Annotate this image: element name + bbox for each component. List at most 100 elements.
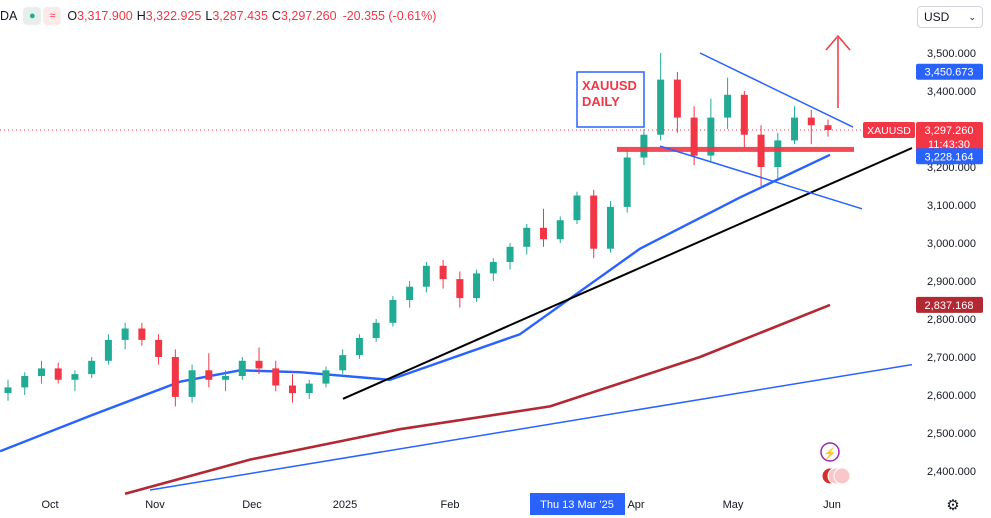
currency-value: USD — [924, 10, 950, 24]
moving-average-line — [0, 153, 831, 453]
lightning-icon: ⚡ — [823, 447, 837, 460]
y-tick-label: 3,100.000 — [927, 200, 976, 212]
moving-average-line — [124, 303, 831, 496]
chevron-down-icon: ⌄ — [968, 11, 976, 22]
price-label-bg — [916, 148, 983, 165]
candle-body — [322, 370, 330, 384]
candle-body — [339, 355, 347, 371]
candle-body — [690, 117, 698, 156]
candle-body — [606, 206, 614, 249]
candle-body — [205, 370, 213, 380]
price-label-bg — [916, 296, 983, 313]
candle-body — [121, 328, 129, 340]
candle-body — [406, 286, 414, 300]
candle-body — [54, 368, 62, 380]
candle-body — [740, 94, 748, 135]
candle-body — [155, 339, 163, 357]
candle-body — [272, 368, 280, 386]
candle-body — [305, 383, 313, 394]
candle-body — [389, 300, 397, 323]
settings-gear-icon[interactable]: ⚙ — [946, 497, 960, 514]
candle-body — [88, 360, 96, 375]
candle-body — [138, 328, 146, 340]
low-value: 3,287.435 — [212, 9, 268, 23]
candle-body — [506, 246, 514, 262]
x-tick-label: Dec — [242, 499, 262, 511]
ohlc-header: DA ● ≈ O 3,317.900 H 3,322.925 L 3,287.435 … — [0, 4, 436, 28]
candle-body — [573, 195, 581, 221]
x-tick-label: Feb — [441, 499, 460, 511]
candle-body — [724, 94, 732, 118]
candle-body — [4, 387, 12, 394]
arrow-up-icon — [825, 34, 851, 51]
price-label: 3,228.164 — [925, 151, 974, 163]
lightning-icon — [820, 442, 840, 462]
candle-body — [355, 338, 363, 356]
low-label: L — [205, 9, 213, 23]
open-value: 3,317.900 — [77, 9, 133, 23]
x-tick-label: Jun — [823, 499, 841, 511]
candle-body — [37, 368, 45, 376]
y-tick-label: 3,500.000 — [927, 48, 976, 60]
candle-body — [188, 370, 196, 397]
y-tick-label: 2,800.000 — [927, 314, 976, 326]
title-box — [576, 71, 645, 128]
candle-body — [104, 339, 112, 361]
symbol-tag-bg — [863, 122, 915, 139]
candle-body — [288, 385, 296, 394]
symbol-tag: XAUUSD — [867, 125, 911, 137]
candle-body — [171, 357, 179, 397]
wedge-lower-line — [659, 145, 863, 210]
countdown-label: 11:43:30 — [928, 139, 970, 151]
trendline — [149, 363, 913, 491]
candle-body — [824, 125, 832, 131]
y-tick-label: 3,400.000 — [927, 86, 976, 98]
candle-body — [556, 220, 564, 240]
y-tick-label: 2,700.000 — [927, 352, 976, 364]
economic-event-icon — [833, 467, 851, 485]
y-tick-label: 2,400.000 — [927, 466, 976, 478]
open-label: O — [67, 9, 78, 23]
candle-body — [791, 117, 799, 141]
wave-icon[interactable]: ≈ — [43, 7, 62, 25]
candle-body — [707, 117, 715, 156]
candle-body — [774, 140, 782, 167]
symbol-label: DA — [0, 9, 18, 23]
x-tick-label: Nov — [145, 499, 165, 511]
support-zone — [617, 146, 854, 152]
y-tick-label: 2,600.000 — [927, 390, 976, 402]
candle-body — [657, 79, 665, 135]
x-tick-label: May — [723, 499, 744, 511]
crosshair-date-label: Thu 13 Mar '25 — [540, 499, 614, 511]
chart-title-line: XAUUSD — [582, 78, 637, 93]
candle-body — [439, 265, 447, 280]
price-label-bg — [916, 63, 983, 80]
trendline — [342, 147, 913, 400]
currency-select[interactable]: USD ⌄ — [917, 6, 983, 28]
x-tick-label: 2025 — [333, 499, 357, 511]
candle-body — [255, 360, 263, 369]
y-tick-label: 3,000.000 — [927, 238, 976, 250]
price-label: 3,297.260 — [925, 125, 974, 137]
price-label: 2,837.168 — [925, 300, 974, 312]
candle-body — [21, 376, 29, 388]
candle-body — [640, 134, 648, 158]
candle-body — [456, 279, 464, 299]
chart-title-line: DAILY — [582, 94, 620, 109]
y-tick-label: 2,500.000 — [927, 428, 976, 440]
change-value: -20.355 (-0.61%) — [342, 9, 437, 23]
candle-body — [473, 273, 481, 299]
high-value: 3,322.925 — [145, 9, 202, 23]
candle-body — [238, 360, 246, 376]
high-label: H — [136, 9, 146, 23]
candle-body — [807, 117, 815, 126]
x-tick-label: Apr — [627, 499, 644, 511]
candle-body — [590, 195, 598, 249]
candle-body — [222, 376, 230, 380]
candle-body — [372, 322, 380, 338]
status-dot-icon[interactable]: ● — [23, 7, 42, 25]
candle-body — [422, 265, 430, 287]
candle-body — [623, 157, 631, 207]
candle-body — [71, 374, 79, 380]
